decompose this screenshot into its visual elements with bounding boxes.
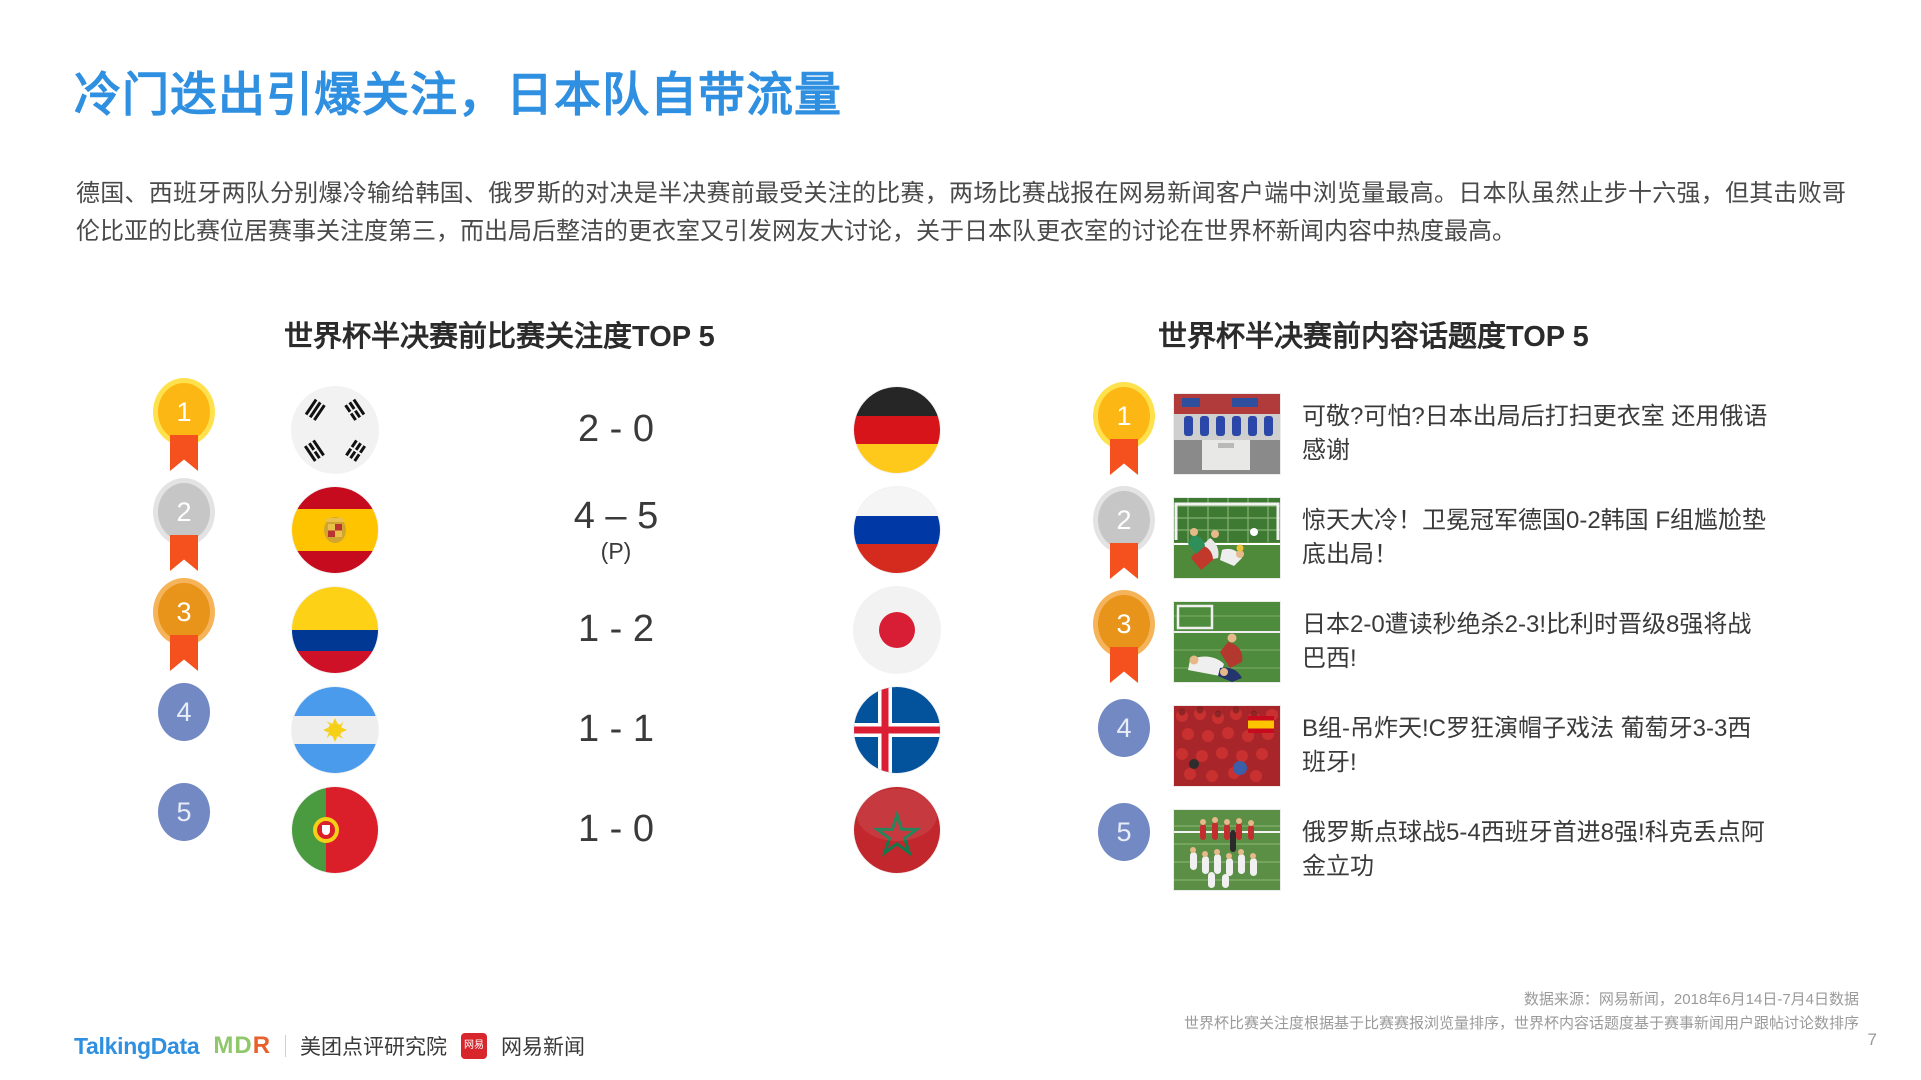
score-note: (P) (600, 538, 632, 565)
source-line-1: 数据来源：网易新闻，2018年6月14日-7月4日数据 (1523, 991, 1859, 1008)
match-row: 4 1 - 1 (150, 680, 940, 780)
list-item[interactable]: 3 日本2-0遭读秒绝杀2-3!比利时晋级8强将战巴西! (1090, 590, 1870, 694)
flag-portugal-icon (292, 787, 378, 873)
left-panel-heading: 世界杯半决赛前比赛关注度TOP 5 (284, 321, 715, 353)
match-score: 1 - 1 (577, 708, 655, 751)
rank-badge-5: 5 (150, 783, 218, 877)
match-score: 2 - 0 (577, 408, 655, 451)
source-note: 数据来源：网易新闻，2018年6月14日-7月4日数据 世界杯比赛关注度根据基于… (1184, 988, 1859, 1036)
locker-room-photo (1174, 394, 1280, 474)
flag-russia-icon (854, 487, 940, 573)
mdr-logo: MDR (213, 1032, 272, 1059)
match-score: 1 - 2 (577, 608, 655, 651)
flag-spain-icon (292, 487, 378, 573)
list-item[interactable]: 2 惊天大冷！卫冕冠军德国0-2韩国 (1090, 486, 1870, 590)
ribbon-icon (1110, 543, 1138, 579)
rank-number: 2 (1098, 491, 1150, 549)
ribbon-icon (170, 535, 198, 571)
ribbon-icon (170, 435, 198, 471)
rank-badge-2: 2 (150, 483, 218, 577)
team-celebration-photo (1174, 810, 1280, 890)
flag-japan-icon (854, 587, 940, 673)
ribbon-icon (170, 635, 198, 671)
rank-number: 3 (158, 583, 210, 641)
rank-badge-3: 3 (1090, 595, 1158, 689)
match-row: 3 1 - 2 (150, 580, 940, 680)
intro-paragraph: 德国、西班牙两队分别爆冷输给韩国、俄罗斯的对决是半决赛前最受关注的比赛，两场比赛… (76, 180, 1846, 245)
flag-argentina-icon (292, 687, 378, 773)
rank-badge-2: 2 (1090, 491, 1158, 585)
players-on-pitch-photo (1174, 602, 1280, 682)
ribbon-icon (1110, 647, 1138, 683)
news-title: 俄罗斯点球战5-4西班牙首进8强!科克丢点阿金立功 (1302, 819, 1765, 880)
source-line-2: 世界杯比赛关注度根据基于比赛赛报浏览量排序，世界杯内容话题度基于赛事新闻用户跟帖… (1183, 1015, 1859, 1032)
page-number: 7 (1867, 1030, 1877, 1049)
rank-badge-4: 4 (150, 683, 218, 777)
ribbon-icon (1110, 439, 1138, 475)
list-item[interactable]: 4 B组-吊炸天!C罗狂演帽子戏法 葡萄牙3-3西班牙! (1090, 694, 1870, 798)
meituan-research-logo: 美团点评研究院 (300, 1036, 448, 1059)
rank-badge-1: 1 (150, 383, 218, 477)
rank-number: 1 (1098, 387, 1150, 445)
match-score: 1 - 0 (577, 808, 655, 851)
news-list: 1 可敬?可怕?日本出局后打扫更衣室 还用俄语感谢 2 (1090, 382, 1870, 902)
rank-badge-5: 5 (1090, 803, 1158, 897)
flag-south-korea-icon (292, 387, 378, 473)
goalmouth-photo (1174, 498, 1280, 578)
rank-badge-4: 4 (1090, 699, 1158, 793)
talkingdata-logo: TalkingData (74, 1032, 200, 1059)
rank-number: 4 (1098, 699, 1150, 757)
rank-badge-3: 3 (150, 583, 218, 677)
rank-badge-1: 1 (1090, 387, 1158, 481)
red-crowd-photo (1174, 706, 1280, 786)
rank-number: 5 (1098, 803, 1150, 861)
rank-number: 3 (1098, 595, 1150, 653)
page-title: 冷门迭出引爆关注，日本队自带流量 (74, 68, 842, 121)
rank-number: 2 (158, 483, 210, 541)
match-row: 1 2 - 0 (150, 380, 940, 480)
rank-number: 1 (158, 383, 210, 441)
netease-badge-icon: 网易 (461, 1033, 488, 1059)
flag-germany-icon (854, 387, 940, 473)
netease-news-logo: 网易新闻 (501, 1036, 586, 1059)
news-title: B组-吊炸天!C罗狂演帽子戏法 葡萄牙3-3西班牙! (1302, 715, 1752, 776)
match-list: 1 2 - 0 (150, 380, 940, 880)
flag-iceland-icon (854, 687, 940, 773)
rank-number: 5 (158, 783, 210, 841)
list-item[interactable]: 1 可敬?可怕?日本出局后打扫更衣室 还用俄语感谢 (1090, 382, 1870, 486)
match-row: 5 1 - 0 (150, 780, 940, 880)
news-title: 可敬?可怕?日本出局后打扫更衣室 还用俄语感谢 (1302, 403, 1768, 464)
match-score: 4 – 5 (P) (378, 496, 854, 564)
flag-morocco-icon (854, 787, 940, 873)
flag-colombia-icon (292, 587, 378, 673)
logo-bar: TalkingData MDR 美团点评研究院 网易 网易新闻 (74, 1030, 585, 1062)
news-title: 惊天大冷！卫冕冠军德国0-2韩国 F组尴尬垫底出局！ (1302, 507, 1767, 568)
news-title: 日本2-0遭读秒绝杀2-3!比利时晋级8强将战巴西! (1302, 611, 1752, 672)
logo-divider (285, 1035, 287, 1057)
right-panel-heading: 世界杯半决赛前内容话题度TOP 5 (1158, 321, 1589, 353)
list-item[interactable]: 5 俄罗斯点球战5-4西班牙首进8强!科克丢点阿金立功 (1090, 798, 1870, 902)
match-row: 2 4 – 5 (P) (150, 480, 940, 580)
rank-number: 4 (158, 683, 210, 741)
